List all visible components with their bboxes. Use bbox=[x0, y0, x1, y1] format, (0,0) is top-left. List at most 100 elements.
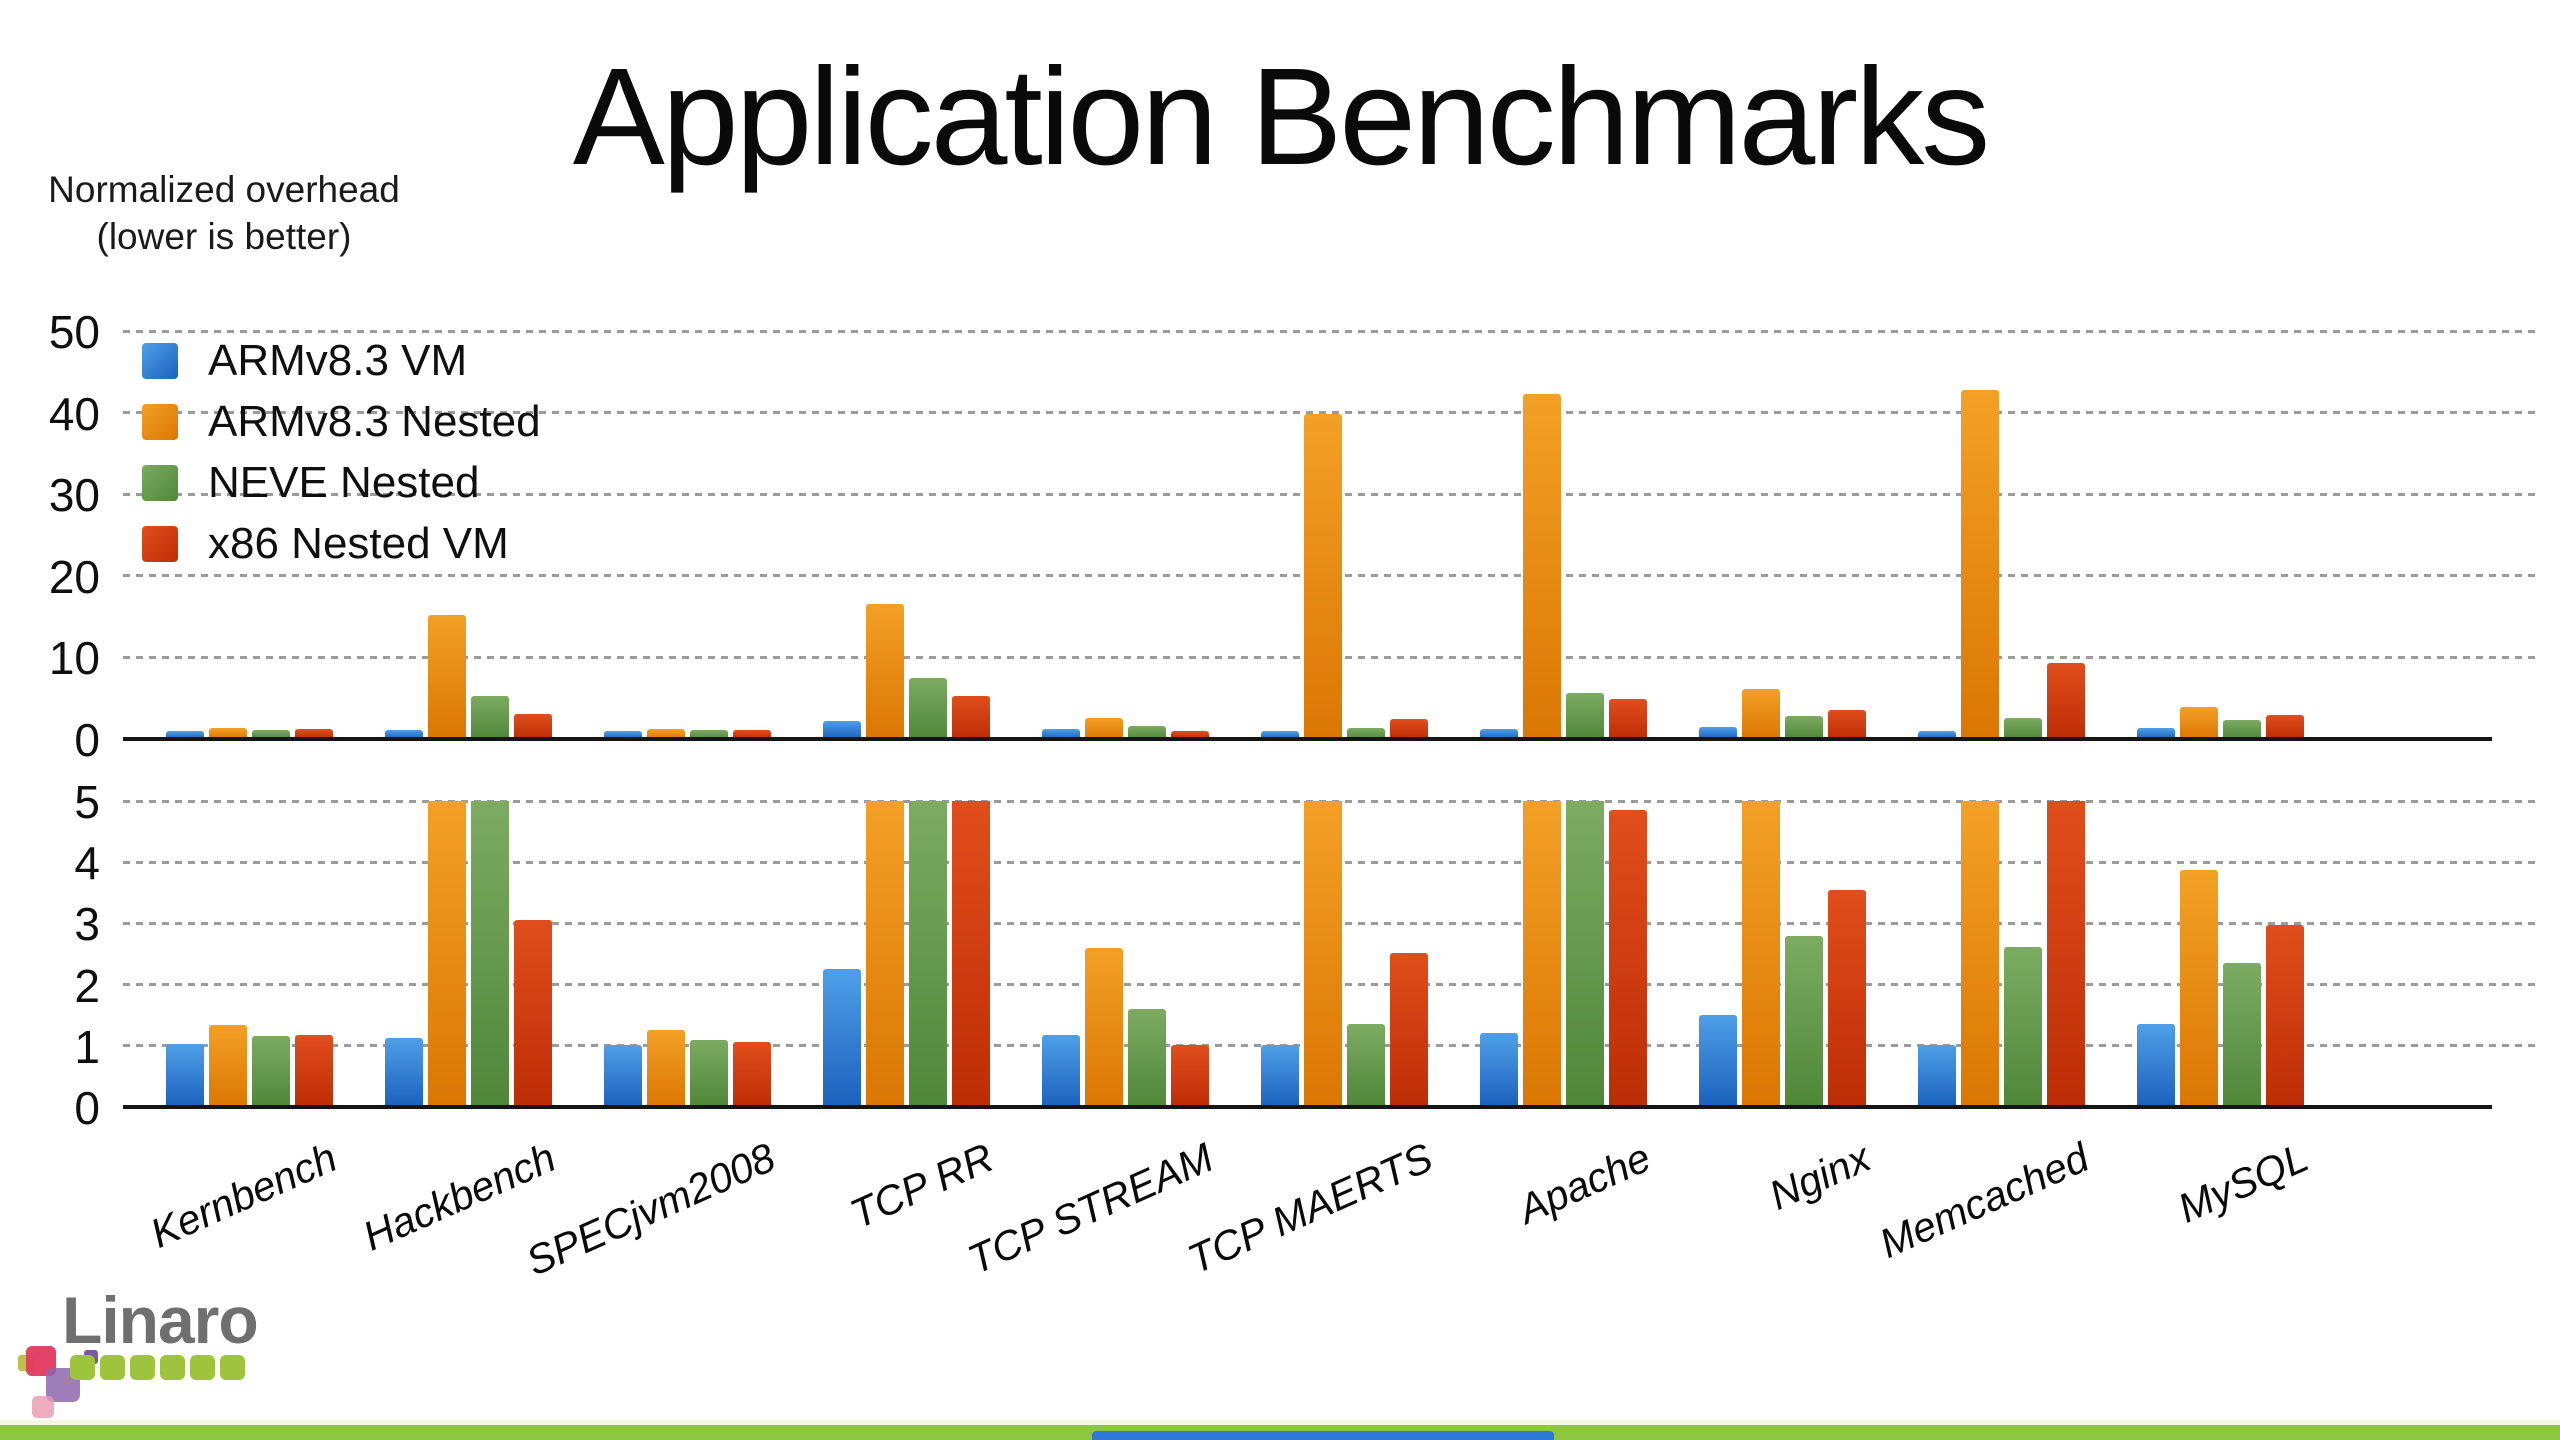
legend-swatch-ARMv8.3 Nested bbox=[142, 403, 178, 440]
bar-zoom-TCP RR-NEVE Nested bbox=[909, 801, 947, 1107]
bar-zoom-MySQL-ARMv8.3 Nested bbox=[2180, 869, 2218, 1107]
linaro-logo-square-10 bbox=[220, 1355, 245, 1380]
bar-zoom-Nginx-ARMv8.3 Nested bbox=[1742, 801, 1780, 1107]
footer-progress-bar bbox=[1092, 1431, 1554, 1440]
bar-overview-Hackbench-NEVE Nested bbox=[471, 695, 509, 739]
bar-overview-MySQL-NEVE Nested bbox=[2223, 719, 2261, 739]
bar-zoom-Hackbench-NEVE Nested bbox=[471, 801, 509, 1107]
bar-zoom-TCP MAERTS-ARMv8.3 Nested bbox=[1304, 801, 1342, 1107]
bar-zoom-TCP RR-ARMv8.3 Nested bbox=[866, 801, 904, 1107]
bar-overview-Kernbench-NEVE Nested bbox=[252, 729, 290, 739]
bar-overview-Memcached-x86 Nested VM bbox=[2047, 663, 2085, 739]
linaro-logo-text: Linaro bbox=[62, 1283, 259, 1357]
bar-zoom-Apache-x86 Nested VM bbox=[1609, 809, 1647, 1107]
bar-overview-Memcached-NEVE Nested bbox=[2004, 717, 2042, 739]
legend-swatch-x86 Nested VM bbox=[142, 525, 178, 562]
y-tick-label-overview-30: 30 bbox=[48, 469, 100, 522]
bar-zoom-TCP MAERTS-NEVE Nested bbox=[1347, 1023, 1385, 1107]
x-axis-overview bbox=[123, 737, 2492, 741]
x-label-text-Apache: Apache bbox=[1511, 1134, 1658, 1233]
bar-zoom-Kernbench-ARMv8.3 Nested bbox=[209, 1024, 247, 1107]
legend-item-x86 Nested VM: x86 Nested VM bbox=[142, 513, 541, 574]
y-tick-label-overview-50: 50 bbox=[48, 306, 100, 358]
y-axis-note-line1: Normalized overhead bbox=[48, 169, 400, 210]
bar-overview-Nginx-NEVE Nested bbox=[1785, 716, 1823, 739]
bar-zoom-Nginx-ARMv8.3 VM bbox=[1699, 1015, 1737, 1107]
bar-zoom-TCP STREAM-ARMv8.3 VM bbox=[1042, 1035, 1080, 1107]
bar-overview-Nginx-ARMv8.3 Nested bbox=[1742, 689, 1780, 739]
legend-item-ARMv8.3 Nested: ARMv8.3 Nested bbox=[142, 391, 541, 452]
x-label-text-Kernbench: Kernbench bbox=[143, 1134, 344, 1257]
legend-label-ARMv8.3 Nested: ARMv8.3 Nested bbox=[208, 396, 541, 446]
bar-zoom-TCP RR-x86 Nested VM bbox=[952, 801, 990, 1107]
x-label-text-TCP RR: TCP RR bbox=[843, 1134, 1001, 1238]
bar-overview-Apache-x86 Nested VM bbox=[1609, 699, 1647, 739]
slide-title: Application Benchmarks bbox=[572, 40, 1990, 194]
bar-zoom-Apache-NEVE Nested bbox=[1566, 801, 1604, 1107]
bar-overview-TCP STREAM-x86 Nested VM bbox=[1171, 730, 1209, 739]
bar-zoom-Hackbench-ARMv8.3 VM bbox=[385, 1037, 423, 1107]
linaro-logo-square-9 bbox=[190, 1355, 215, 1380]
bar-overview-TCP MAERTS-NEVE Nested bbox=[1347, 727, 1385, 739]
bar-overview-Memcached-ARMv8.3 Nested bbox=[1961, 389, 1999, 739]
gridline-overview-50 bbox=[123, 329, 2540, 333]
bar-zoom-TCP STREAM-x86 Nested VM bbox=[1171, 1044, 1209, 1107]
x-label-text-Nginx: Nginx bbox=[1762, 1134, 1877, 1219]
y-axis-note: Normalized overhead (lower is better) bbox=[8, 166, 440, 260]
linaro-logo-square-6 bbox=[100, 1355, 125, 1380]
bar-zoom-Memcached-ARMv8.3 Nested bbox=[1961, 801, 1999, 1107]
bar-overview-Hackbench-ARMv8.3 VM bbox=[385, 729, 423, 739]
y-tick-label-overview-20: 20 bbox=[48, 550, 100, 603]
bar-overview-TCP RR-ARMv8.3 Nested bbox=[866, 604, 904, 739]
y-tick-label-zoom-4: 4 bbox=[74, 837, 100, 890]
x-label-text-SPECjvm2008: SPECjvm2008 bbox=[519, 1134, 782, 1285]
bar-overview-Kernbench-ARMv8.3 Nested bbox=[209, 728, 247, 739]
bar-zoom-SPECjvm2008-NEVE Nested bbox=[690, 1039, 728, 1107]
x-axis-zoom bbox=[123, 1105, 2492, 1109]
bar-overview-SPECjvm2008-x86 Nested VM bbox=[733, 730, 771, 739]
y-tick-label-overview-10: 10 bbox=[48, 632, 100, 685]
legend-swatch-NEVE Nested bbox=[142, 464, 178, 501]
chart-legend: ARMv8.3 VM ARMv8.3 Nested NEVE Nested x86 N… bbox=[142, 330, 541, 574]
bar-zoom-Memcached-ARMv8.3 VM bbox=[1918, 1045, 1956, 1107]
bar-zoom-SPECjvm2008-ARMv8.3 VM bbox=[604, 1044, 642, 1107]
linaro-logo-square-8 bbox=[160, 1355, 185, 1380]
bar-zoom-SPECjvm2008-ARMv8.3 Nested bbox=[647, 1029, 685, 1107]
bar-overview-Kernbench-ARMv8.3 VM bbox=[166, 730, 204, 739]
bar-zoom-TCP RR-ARMv8.3 VM bbox=[823, 969, 861, 1107]
linaro-logo-square-3 bbox=[32, 1396, 54, 1418]
legend-item-NEVE Nested: NEVE Nested bbox=[142, 452, 541, 513]
x-label-text-TCP STREAM: TCP STREAM bbox=[960, 1134, 1220, 1283]
bar-zoom-MySQL-x86 Nested VM bbox=[2266, 925, 2304, 1107]
bar-zoom-Memcached-x86 Nested VM bbox=[2047, 801, 2085, 1107]
x-label-text-Memcached: Memcached bbox=[1872, 1134, 2096, 1267]
bar-overview-TCP RR-NEVE Nested bbox=[909, 677, 947, 739]
bar-zoom-Memcached-NEVE Nested bbox=[2004, 947, 2042, 1107]
bar-overview-Nginx-x86 Nested VM bbox=[1828, 710, 1866, 739]
bar-zoom-SPECjvm2008-x86 Nested VM bbox=[733, 1042, 771, 1107]
y-tick-label-overview-0: 0 bbox=[74, 714, 100, 766]
bar-overview-SPECjvm2008-ARMv8.3 Nested bbox=[647, 728, 685, 739]
bar-overview-Apache-ARMv8.3 VM bbox=[1480, 729, 1518, 739]
bar-zoom-Hackbench-x86 Nested VM bbox=[514, 919, 552, 1107]
x-label-text-TCP MAERTS: TCP MAERTS bbox=[1180, 1134, 1439, 1283]
bar-overview-Memcached-ARMv8.3 VM bbox=[1918, 730, 1956, 739]
legend-item-ARMv8.3 VM: ARMv8.3 VM bbox=[142, 330, 541, 391]
bar-zoom-Apache-ARMv8.3 Nested bbox=[1523, 801, 1561, 1107]
bar-overview-TCP RR-x86 Nested VM bbox=[952, 695, 990, 739]
bar-overview-TCP STREAM-ARMv8.3 Nested bbox=[1085, 717, 1123, 739]
bar-overview-TCP MAERTS-ARMv8.3 Nested bbox=[1304, 414, 1342, 739]
bar-zoom-Hackbench-ARMv8.3 Nested bbox=[428, 801, 466, 1107]
bar-zoom-Kernbench-NEVE Nested bbox=[252, 1036, 290, 1107]
bar-overview-Apache-NEVE Nested bbox=[1566, 693, 1604, 739]
footer-strip-highlight bbox=[0, 1420, 2560, 1425]
bar-zoom-Nginx-x86 Nested VM bbox=[1828, 890, 1866, 1107]
bar-overview-Nginx-ARMv8.3 VM bbox=[1699, 726, 1737, 739]
y-tick-label-zoom-0: 0 bbox=[74, 1082, 100, 1134]
bar-zoom-TCP MAERTS-x86 Nested VM bbox=[1390, 953, 1428, 1107]
bar-overview-TCP STREAM-ARMv8.3 VM bbox=[1042, 729, 1080, 739]
bar-zoom-Kernbench-ARMv8.3 VM bbox=[166, 1043, 204, 1107]
y-tick-label-zoom-5: 5 bbox=[74, 776, 100, 828]
bar-zoom-TCP MAERTS-ARMv8.3 VM bbox=[1261, 1044, 1299, 1107]
linaro-logo-square-7 bbox=[130, 1355, 155, 1380]
